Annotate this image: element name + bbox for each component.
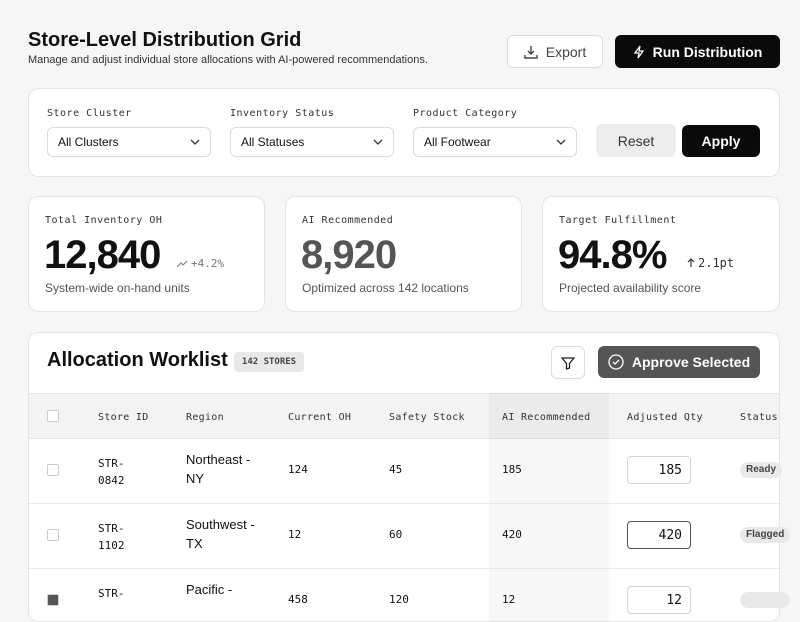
worklist-card <box>28 332 780 622</box>
select-all-checkbox[interactable] <box>47 410 59 422</box>
row-checkbox[interactable] <box>47 529 59 541</box>
adjusted-qty-input[interactable]: 12 <box>627 586 691 614</box>
ai-recommended: 185 <box>502 463 522 476</box>
export-label: Export <box>545 43 587 60</box>
filter-value: All Clusters <box>58 135 119 149</box>
reset-button[interactable]: Reset <box>596 124 676 157</box>
kpi-trend-text: 2.1pt <box>698 256 735 270</box>
filter-button[interactable] <box>551 346 585 379</box>
store-count-badge: 142 STORES <box>234 352 304 372</box>
page-title: Store-Level Distribution Grid <box>28 29 302 51</box>
run-distribution-button[interactable]: Run Distribution <box>615 35 780 68</box>
kpi-note: System-wide on-hand units <box>45 281 190 295</box>
column-header: Store ID <box>98 412 149 423</box>
adjusted-qty-input[interactable]: 185 <box>627 456 691 484</box>
column-header: AI Recommended <box>502 412 591 423</box>
kpi-value: 94.8% <box>558 233 667 277</box>
safety-stock: 60 <box>389 528 403 541</box>
adjusted-qty-input[interactable]: 420 <box>627 521 691 549</box>
filter-select[interactable]: All Statuses <box>230 127 394 157</box>
approve-label: Approve Selected <box>631 354 751 370</box>
export-button[interactable]: Export <box>507 35 603 68</box>
region: Southwest - TX <box>186 517 255 551</box>
column-header: Adjusted Qty <box>627 412 703 423</box>
filter-select[interactable]: All Footwear <box>413 127 577 157</box>
kpi-label: AI Recommended <box>302 215 394 226</box>
status-pill: Flagged <box>740 527 791 543</box>
filter-icon <box>561 356 575 370</box>
kpi-card: Target Fulfillment 94.8% 2.1pt Projected… <box>542 196 780 312</box>
approve-selected-button[interactable]: Approve Selected <box>598 346 760 378</box>
store-id: STR- <box>98 587 125 600</box>
page: Store-Level Distribution Grid Manage and… <box>28 29 791 622</box>
column-header: Status <box>740 412 778 423</box>
run-label: Run Distribution <box>652 43 763 60</box>
region: Northeast - NY <box>186 452 251 486</box>
filter-value: All Footwear <box>424 135 491 149</box>
store-id: STR-1102 <box>98 522 125 552</box>
kpi-trend: +4.2% <box>176 257 224 270</box>
kpi-note: Projected availability score <box>559 281 702 295</box>
bolt-icon <box>633 45 644 58</box>
filter-value: All Statuses <box>241 135 305 149</box>
row-divider <box>29 568 779 569</box>
export-icon <box>524 45 538 59</box>
region: Pacific - <box>186 582 233 597</box>
filter-label: Product Category <box>413 108 518 119</box>
apply-label: Apply <box>701 133 741 149</box>
status-pill: Ready <box>740 462 783 478</box>
worklist-title: Allocation Worklist <box>47 349 228 371</box>
kpi-value: 12,840 <box>44 233 161 277</box>
chevron-icon <box>190 139 200 145</box>
kpi-value: 8,920 <box>301 233 397 277</box>
current-oh: 124 <box>288 463 308 476</box>
apply-button[interactable]: Apply <box>682 125 760 157</box>
kpi-note: Optimized across 142 locations <box>302 281 469 295</box>
kpi-label: Total Inventory OH <box>45 215 163 226</box>
filter-label: Store Cluster <box>47 108 132 119</box>
check-circle-icon <box>608 354 624 370</box>
reset-label: Reset <box>617 132 655 149</box>
chevron-icon <box>373 139 383 145</box>
filter-label: Inventory Status <box>230 108 335 119</box>
page-subtitle: Manage and adjust individual store alloc… <box>28 54 428 66</box>
row-divider <box>29 503 779 504</box>
safety-stock: 45 <box>389 463 403 476</box>
ai-recommended: 420 <box>502 528 522 541</box>
kpi-trend: 2.1pt <box>687 256 734 270</box>
column-header: Safety Stock <box>389 412 465 423</box>
store-id: STR-0842 <box>98 457 125 487</box>
ai-column-highlight <box>489 393 609 621</box>
chevron-icon <box>556 139 566 145</box>
trend-icon <box>176 260 188 267</box>
up-arrow-icon <box>687 258 695 267</box>
table-header <box>29 393 779 439</box>
status-pill <box>740 592 790 608</box>
row-checkbox[interactable] <box>47 464 59 476</box>
kpi-card: Total Inventory OH 12,840 +4.2% System-w… <box>28 196 265 312</box>
current-oh: 12 <box>288 528 302 541</box>
kpi-card: AI Recommended 8,920 Optimized across 14… <box>285 196 522 312</box>
column-header: Region <box>186 412 224 423</box>
filter-select[interactable]: All Clusters <box>47 127 211 157</box>
row-checkbox[interactable] <box>47 594 59 606</box>
kpi-label: Target Fulfillment <box>559 215 677 226</box>
kpi-trend-text: +4.2% <box>191 257 225 270</box>
column-header: Current OH <box>288 412 352 423</box>
